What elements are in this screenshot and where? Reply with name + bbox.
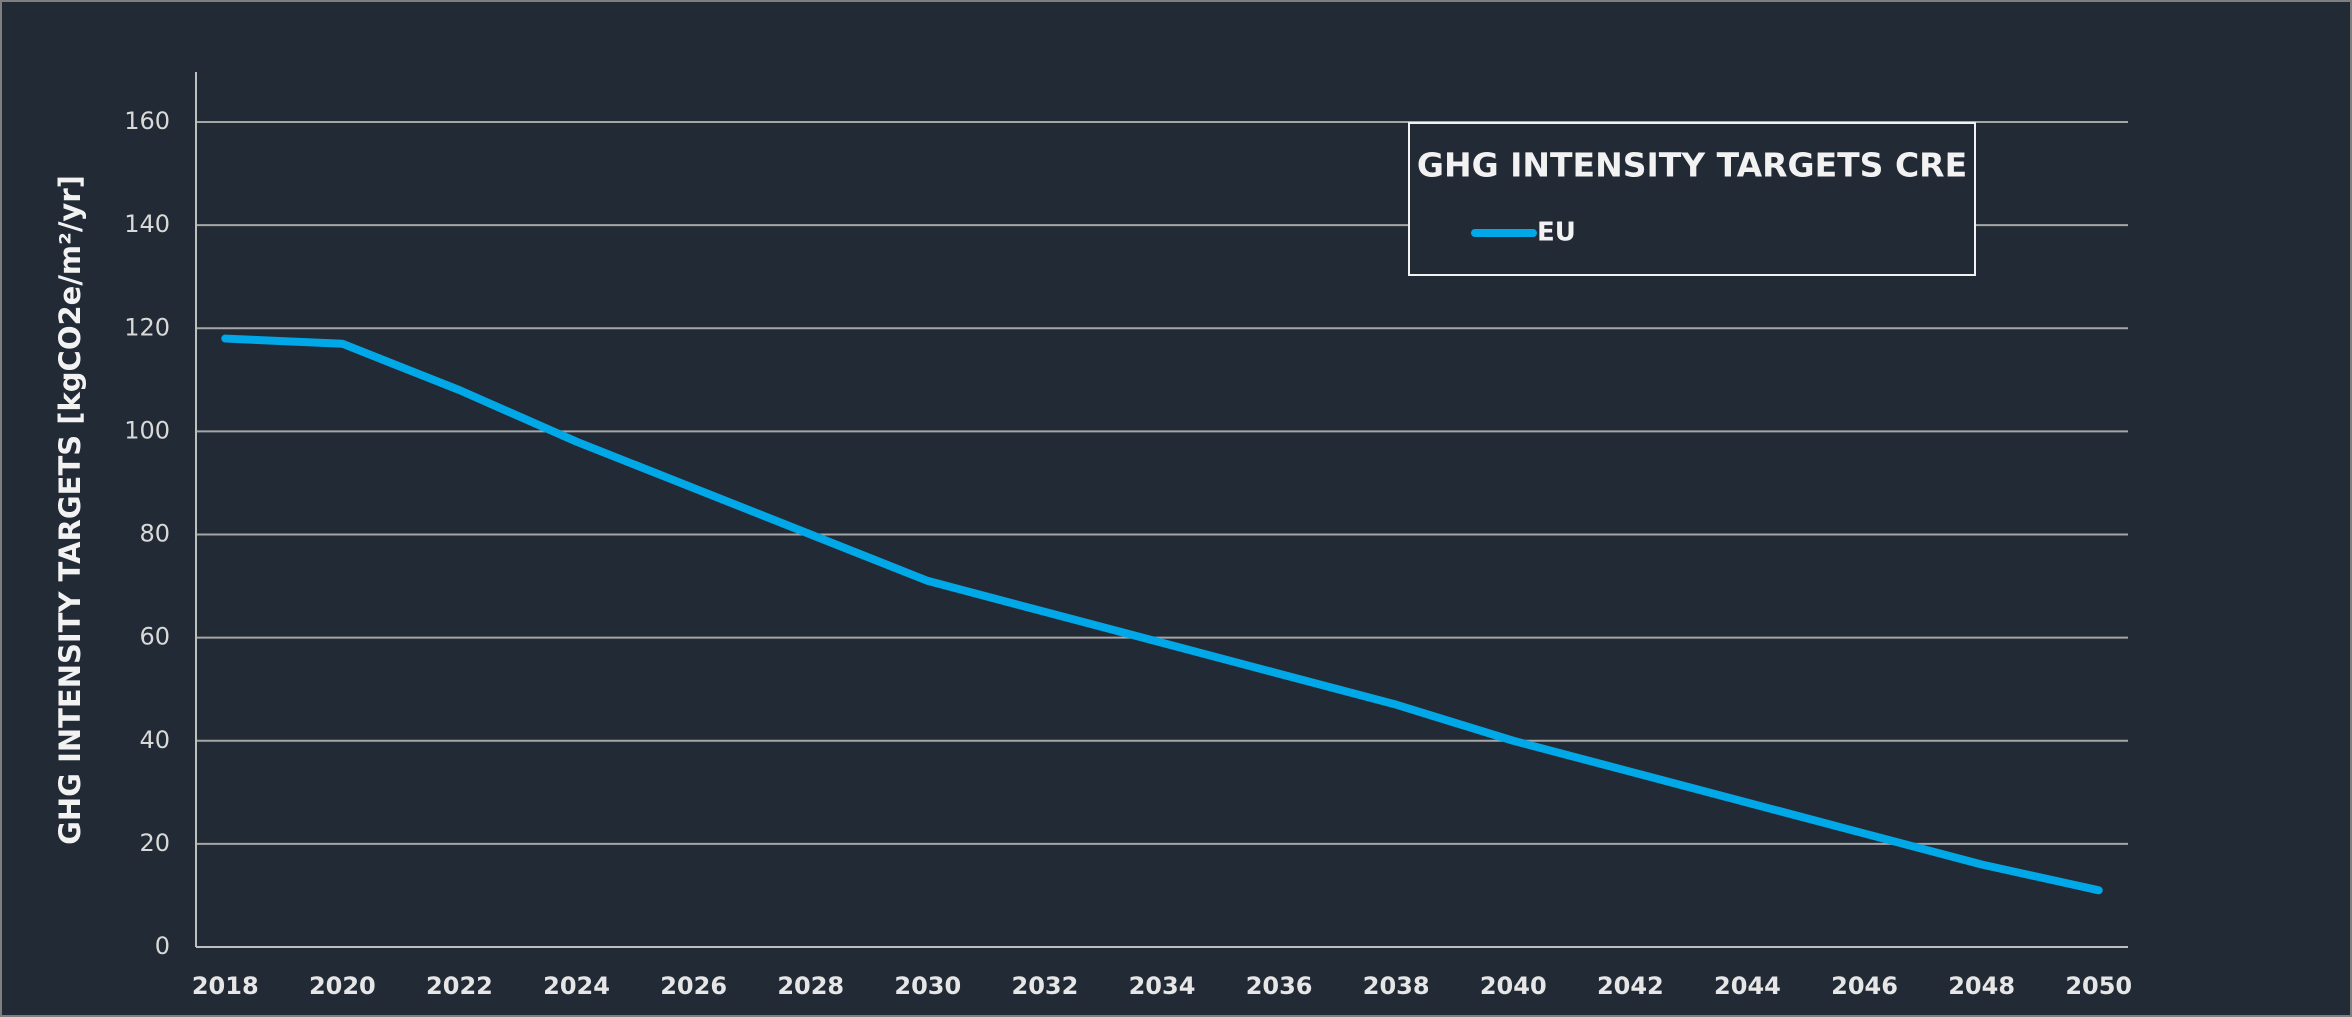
x-tick-label: 2028 xyxy=(777,972,844,1000)
legend-box xyxy=(1408,122,1976,276)
y-tick-label: 120 xyxy=(124,313,170,341)
y-axis-label: GHG INTENSITY TARGETS [kgCO2e/m²/yr] xyxy=(53,175,87,845)
x-tick-label: 2030 xyxy=(894,972,961,1000)
x-tick-label: 2022 xyxy=(426,972,493,1000)
legend-title: GHG INTENSITY TARGETS CRE xyxy=(1417,146,1967,185)
x-tick-label: 2048 xyxy=(1948,972,2015,1000)
x-tick-label: 2020 xyxy=(309,972,376,1000)
x-tick-label: 2050 xyxy=(2065,972,2132,1000)
y-tick-label: 40 xyxy=(139,726,170,754)
x-tick-label: 2042 xyxy=(1597,972,1664,1000)
x-tick-label: 2032 xyxy=(1012,972,1079,1000)
x-tick-label: 2036 xyxy=(1246,972,1313,1000)
y-tick-label: 0 xyxy=(155,932,170,960)
x-tick-label: 2024 xyxy=(543,972,610,1000)
y-tick-label: 20 xyxy=(139,829,170,857)
x-tick-label: 2044 xyxy=(1714,972,1781,1000)
x-tick-label: 2018 xyxy=(192,972,259,1000)
y-tick-label: 140 xyxy=(124,210,170,238)
legend-label: EU xyxy=(1537,218,1576,248)
y-tick-label: 60 xyxy=(139,623,170,651)
x-tick-label: 2026 xyxy=(660,972,727,1000)
x-tick-label: 2046 xyxy=(1831,972,1898,1000)
x-tick-label: 2040 xyxy=(1480,972,1547,1000)
y-tick-label: 160 xyxy=(124,107,170,135)
y-tick-label: 80 xyxy=(139,520,170,548)
y-tick-label: 100 xyxy=(124,416,170,444)
x-tick-label: 2034 xyxy=(1129,972,1196,1000)
series-line xyxy=(221,334,2103,895)
x-tick-label: 2038 xyxy=(1363,972,1430,1000)
